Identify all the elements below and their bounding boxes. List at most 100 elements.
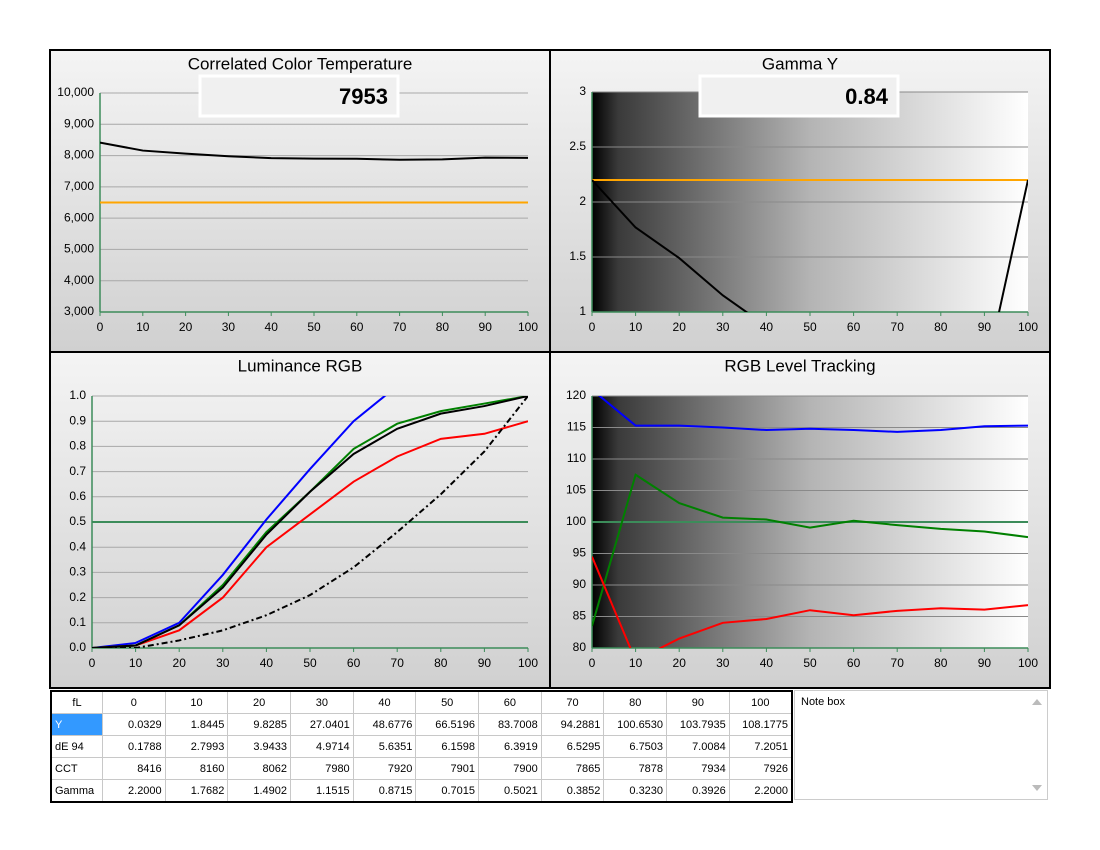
header-cell: 20 bbox=[227, 690, 292, 714]
table-cell: 100.6530 bbox=[603, 713, 668, 736]
note-box[interactable]: Note box bbox=[794, 690, 1048, 800]
table-cell: 0.8715 bbox=[352, 779, 417, 803]
header-cell: 60 bbox=[478, 690, 542, 714]
table-cell: 0.3852 bbox=[540, 779, 605, 803]
x-tick-label: 90 bbox=[978, 320, 992, 334]
table-cell: 4.9714 bbox=[290, 735, 354, 758]
y-tick-label: 0.6 bbox=[69, 489, 86, 503]
table-cell: 108.1775 bbox=[728, 713, 793, 736]
y-tick-label: 95 bbox=[573, 546, 587, 560]
header-cell: fL bbox=[50, 690, 103, 714]
table-cell: 48.6776 bbox=[352, 713, 417, 736]
table-row: dE 94 0.1788 2.7993 3.9433 4.9714 5.6351 6.159… bbox=[50, 735, 793, 758]
x-tick-label: 10 bbox=[136, 320, 150, 334]
panel bbox=[49, 351, 551, 689]
header-cell: 50 bbox=[415, 690, 480, 714]
y-tick-label: 110 bbox=[567, 451, 586, 465]
y-tick-label: 115 bbox=[567, 420, 586, 434]
x-tick-label: 100 bbox=[518, 320, 538, 334]
table-cell[interactable]: Y bbox=[50, 713, 103, 736]
x-tick-label: 40 bbox=[260, 656, 274, 670]
x-tick-label: 90 bbox=[978, 656, 992, 670]
x-tick-label: 90 bbox=[478, 656, 492, 670]
table-cell: 103.7935 bbox=[666, 713, 730, 736]
table-cell: 0.3230 bbox=[603, 779, 668, 803]
y-tick-label: 2 bbox=[579, 194, 586, 208]
series-line bbox=[92, 396, 387, 648]
table-row: Y 0.0329 1.8445 9.8285 27.0401 48.6776 66.5196… bbox=[50, 713, 793, 736]
x-tick-label: 60 bbox=[847, 656, 861, 670]
y-tick-label: 0.4 bbox=[69, 539, 86, 553]
x-tick-label: 10 bbox=[629, 656, 643, 670]
table-cell: Gamma bbox=[50, 779, 103, 803]
chart-title: Correlated Color Temperature bbox=[188, 54, 413, 73]
table-cell: 3.9433 bbox=[227, 735, 292, 758]
table-cell: 6.5295 bbox=[540, 735, 605, 758]
table-cell: 66.5196 bbox=[415, 713, 480, 736]
x-tick-label: 70 bbox=[393, 320, 407, 334]
chart-title: RGB Level Tracking bbox=[724, 356, 875, 375]
x-tick-label: 60 bbox=[847, 320, 861, 334]
y-tick-label: 1.0 bbox=[69, 388, 86, 402]
plot-lines bbox=[592, 396, 1028, 648]
table-row: fL 0 10 20 30 40 50 60 70 80 90 100 bbox=[50, 690, 793, 714]
table-row: CCT 8416 8160 8062 7980 7920 7901 7900 7865 7878 7… bbox=[50, 757, 793, 780]
series-line bbox=[598, 396, 1028, 433]
table-cell: 0.7015 bbox=[415, 779, 480, 803]
y-tick-label: 7,000 bbox=[64, 179, 94, 193]
plot-lines bbox=[92, 396, 528, 648]
y-tick-label: 80 bbox=[573, 640, 587, 654]
series-line bbox=[92, 420, 528, 648]
scroll-down[interactable] bbox=[1032, 785, 1042, 791]
x-tick-label: 80 bbox=[434, 656, 448, 670]
y-tick-label: 1 bbox=[579, 304, 586, 318]
y-tick-label: 0.2 bbox=[69, 590, 86, 604]
table-cell: 0.0329 bbox=[102, 713, 166, 736]
table-cell: 7900 bbox=[478, 757, 542, 780]
series-line bbox=[92, 396, 528, 648]
scroll-up[interactable] bbox=[1032, 699, 1042, 705]
header-cell: 100 bbox=[728, 690, 793, 714]
x-tick-label: 70 bbox=[891, 320, 905, 334]
x-tick-label: 40 bbox=[265, 320, 279, 334]
y-tick-label: 10,000 bbox=[57, 85, 94, 99]
table-cell: CCT bbox=[50, 757, 103, 780]
table-cell: 27.0401 bbox=[290, 713, 354, 736]
chart-title: Luminance RGB bbox=[238, 356, 363, 375]
y-tick-label: 5,000 bbox=[64, 242, 94, 256]
table-cell: 6.1598 bbox=[415, 735, 480, 758]
table-cell: 94.2881 bbox=[540, 713, 605, 736]
x-tick-label: 80 bbox=[934, 656, 948, 670]
x-tick-label: 30 bbox=[716, 320, 730, 334]
y-tick-label: 0.9 bbox=[69, 413, 86, 427]
y-tick-label: 90 bbox=[573, 577, 587, 591]
table-cell: 83.7008 bbox=[478, 713, 542, 736]
table-cell: 1.8445 bbox=[164, 713, 229, 736]
series-line bbox=[592, 556, 1028, 648]
charts: Correlated Color Temperature 3,000 4,000 5,… bbox=[49, 49, 1051, 689]
table-cell: 0.5021 bbox=[478, 779, 542, 803]
readout-value: 7953 bbox=[339, 84, 388, 109]
x-tick-label: 50 bbox=[303, 656, 317, 670]
y-tick-label: 120 bbox=[566, 388, 586, 402]
x-tick-label: 40 bbox=[760, 656, 774, 670]
x-tick-label: 60 bbox=[347, 656, 361, 670]
y-tick-label: 3,000 bbox=[64, 304, 94, 318]
chart-title: Gamma Y bbox=[762, 54, 838, 73]
x-tick-label: 60 bbox=[350, 320, 364, 334]
table-cell: 0.3926 bbox=[666, 779, 730, 803]
x-tick-label: 100 bbox=[518, 656, 538, 670]
series-line bbox=[592, 179, 1028, 312]
header-cell: 40 bbox=[352, 690, 417, 714]
x-tick-label: 70 bbox=[391, 656, 405, 670]
header-cell: 70 bbox=[540, 690, 605, 714]
header-cell: 80 bbox=[603, 690, 668, 714]
y-tick-label: 100 bbox=[566, 514, 586, 528]
x-tick-label: 20 bbox=[673, 656, 687, 670]
header-cell: 0 bbox=[102, 690, 166, 714]
table-cell: 7878 bbox=[603, 757, 668, 780]
table-cell: 7901 bbox=[415, 757, 480, 780]
series-line bbox=[100, 141, 528, 161]
table-cell: 5.6351 bbox=[352, 735, 417, 758]
table-cell: 8416 bbox=[102, 757, 166, 780]
